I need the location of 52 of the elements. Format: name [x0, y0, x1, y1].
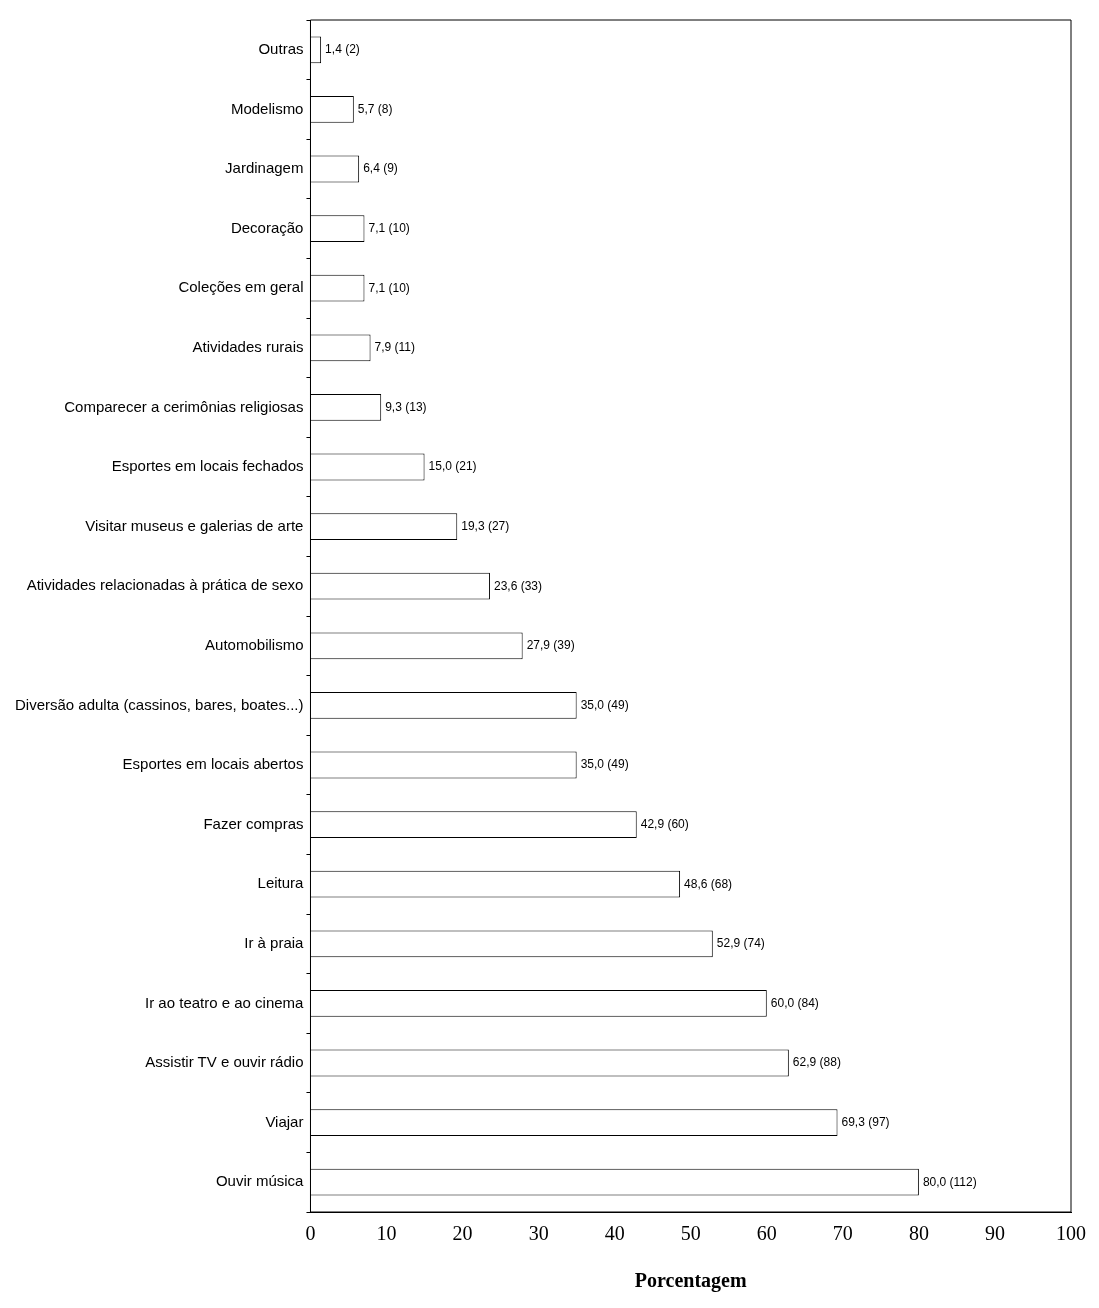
y-tick-label: Decoração [230, 218, 304, 236]
y-tick-label: Automobilismo [205, 635, 304, 653]
y-tick-label: Assistir TV e ouvir rádio [145, 1053, 304, 1071]
y-tick-label: Jardinagem [225, 159, 304, 177]
data-label: 7,1 (10) [368, 280, 410, 295]
data-label: 80,0 (112) [922, 1174, 977, 1189]
data-label: 1,4 (2) [325, 42, 360, 57]
data-label: 42,9 (60) [640, 816, 689, 831]
data-label: 6,4 (9) [363, 161, 398, 176]
y-tick-label: Esportes em locais abertos [122, 755, 304, 773]
y-tick-label: Ouvir música [215, 1172, 305, 1190]
data-label: 60,0 (84) [770, 995, 819, 1010]
y-tick-label: Visitar museus e galerias de arte [85, 516, 304, 534]
x-axis-title: Porcentagem [634, 1269, 747, 1293]
y-tick-label: Diversão adulta (cassinos, bares, boates...) [14, 695, 304, 713]
x-tick-label: 0 [305, 1222, 316, 1245]
data-label: 9,3 (13) [385, 399, 427, 414]
x-tick-label: 20 [452, 1222, 473, 1245]
data-label: 35,0 (49) [580, 757, 629, 772]
y-tick-label: Outras [258, 39, 304, 57]
data-label: 7,1 (10) [368, 220, 410, 235]
y-tick-label: Viajar [265, 1112, 304, 1130]
x-tick-label: 50 [680, 1222, 701, 1245]
y-tick-label: Leitura [257, 874, 305, 892]
y-tick-label: Coleções em geral [178, 278, 304, 296]
x-tick-label: 30 [528, 1222, 549, 1245]
data-label: 15,0 (21) [428, 459, 477, 474]
y-tick-label: Ir ao teatro e ao cinema [145, 993, 305, 1011]
x-tick-label: 10 [376, 1222, 397, 1245]
y-tick-label: Atividades rurais [192, 337, 304, 355]
x-tick-label: 80 [908, 1222, 929, 1245]
data-label: 23,6 (33) [493, 578, 542, 593]
x-tick-label: 100 [1056, 1222, 1086, 1245]
data-label: 7,9 (11) [374, 340, 416, 355]
x-tick-label: 70 [832, 1222, 853, 1245]
data-label: 69,3 (97) [841, 1114, 890, 1129]
y-tick-label: Atividades relacionadas à prática de sexo [26, 576, 304, 594]
data-label: 27,9 (39) [526, 638, 575, 653]
y-tick-label: Fazer compras [203, 814, 304, 832]
data-label: 62,9 (88) [792, 1055, 841, 1070]
data-label: 48,6 (68) [684, 876, 733, 891]
y-tick-label: Modelismo [230, 99, 304, 117]
data-label: 5,7 (8) [357, 101, 393, 116]
x-tick-label: 60 [756, 1222, 777, 1245]
data-label: 52,9 (74) [716, 936, 765, 951]
x-tick-label: 90 [984, 1222, 1005, 1245]
y-tick-label: Ir à praia [244, 933, 305, 951]
y-tick-label: Esportes em locais fechados [111, 457, 304, 475]
x-tick-label: 40 [604, 1222, 625, 1245]
y-tick-label: Comparecer a cerimônias religiosas [64, 397, 304, 415]
data-label: 35,0 (49) [580, 697, 629, 712]
data-label: 19,3 (27) [461, 518, 510, 533]
